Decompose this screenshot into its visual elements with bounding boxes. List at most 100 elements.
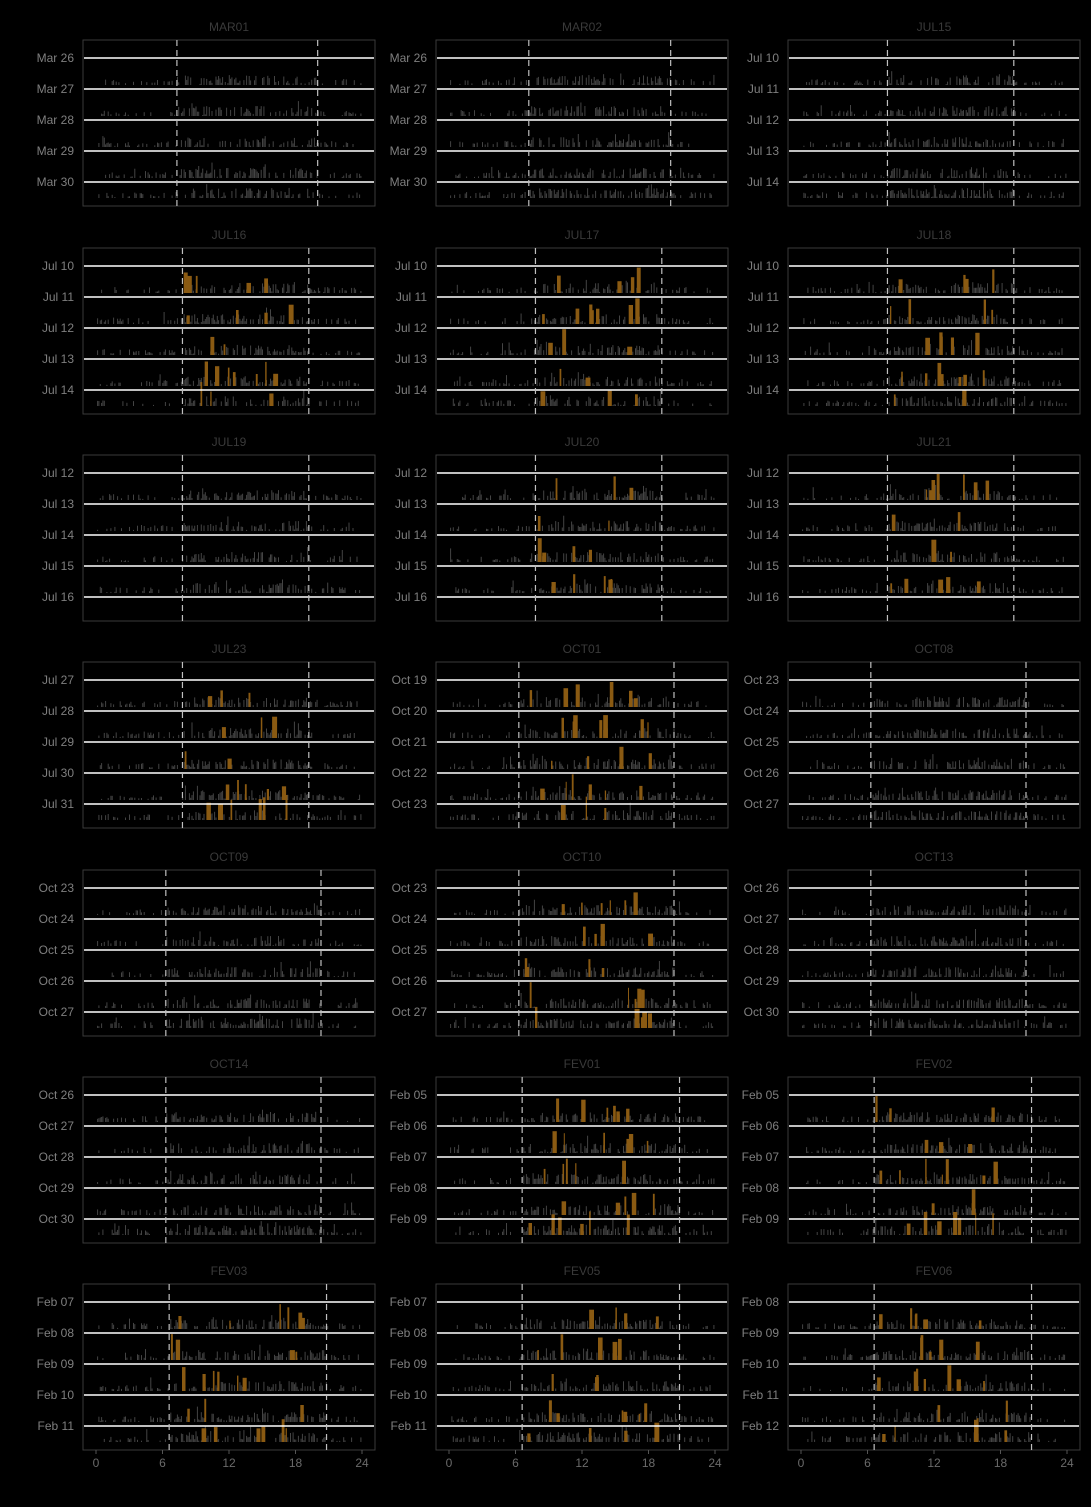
activity-bar xyxy=(661,818,663,820)
activity-bar xyxy=(835,321,837,324)
activity-bar xyxy=(491,382,493,386)
activity-bar xyxy=(222,196,224,198)
activity-bar xyxy=(263,731,265,738)
activity-bar xyxy=(864,526,866,531)
activity-bar xyxy=(662,189,664,198)
activity-bar xyxy=(936,588,938,593)
activity-bar xyxy=(973,384,975,386)
activity-bar xyxy=(218,556,220,562)
activity-bar xyxy=(511,192,513,198)
activity-bar xyxy=(599,553,601,562)
activity-bar xyxy=(483,196,485,198)
activity-bar xyxy=(936,528,938,531)
activity-bar xyxy=(956,377,958,386)
activity-bar xyxy=(168,81,170,85)
activity-bar xyxy=(97,705,99,707)
activity-bar xyxy=(215,76,217,85)
activity-bar xyxy=(276,175,278,178)
day-label: Mar 28 xyxy=(37,113,75,127)
activity-bar xyxy=(652,795,654,800)
activity-bar xyxy=(583,735,585,738)
activity-bar xyxy=(192,763,194,769)
activity-bar xyxy=(335,195,337,198)
activity-bar xyxy=(948,498,950,500)
activity-bar xyxy=(482,142,483,147)
activity-bar xyxy=(474,529,475,531)
activity-bar xyxy=(540,169,542,178)
activity-bar xyxy=(620,140,622,147)
activity-bar xyxy=(117,318,119,324)
activity-bar xyxy=(499,383,501,386)
activity-bar xyxy=(850,497,851,500)
activity-bar xyxy=(508,342,510,355)
activity-bar xyxy=(214,319,216,324)
activity-bar xyxy=(660,522,662,531)
activity-bar xyxy=(292,143,294,147)
activity-bar xyxy=(811,195,813,198)
activity-bar xyxy=(677,144,679,147)
activity-bars-oct-19 xyxy=(452,682,707,707)
activity-bar xyxy=(307,321,309,324)
activity-bar xyxy=(267,493,269,500)
activity-bar xyxy=(947,196,949,198)
activity-bar xyxy=(952,138,954,147)
activity-bar xyxy=(502,767,503,769)
activity-bar xyxy=(1001,496,1003,500)
activity-bar xyxy=(928,554,930,562)
activity-bar xyxy=(584,350,586,355)
activity-bar xyxy=(608,176,610,178)
activity-bar xyxy=(947,114,949,116)
activity-bar xyxy=(607,145,608,147)
activity-bar xyxy=(360,291,362,293)
activity-bar xyxy=(275,761,277,769)
highlight-event xyxy=(184,751,187,769)
activity-bar xyxy=(559,590,561,593)
activity-bar xyxy=(557,189,559,198)
activity-bar xyxy=(899,110,901,116)
activity-bar xyxy=(105,320,107,324)
activity-bar xyxy=(262,585,263,593)
activity-bar xyxy=(305,498,307,500)
activity-bar xyxy=(202,558,204,562)
activity-bar xyxy=(848,589,850,593)
activity-bar xyxy=(623,810,624,820)
activity-bar xyxy=(126,588,128,593)
activity-bar xyxy=(293,320,295,324)
activity-bar xyxy=(206,317,208,324)
activity-bar xyxy=(548,110,550,116)
activity-bar xyxy=(580,798,582,800)
activity-bar xyxy=(989,188,991,198)
activity-bar xyxy=(500,83,502,85)
activity-bar xyxy=(462,111,464,116)
activity-bar xyxy=(227,168,229,178)
activity-bar xyxy=(816,349,818,355)
activity-bar xyxy=(627,493,628,500)
activity-bar xyxy=(917,730,919,738)
activity-bars-jul-12 xyxy=(450,329,714,355)
activity-bar xyxy=(202,732,204,738)
activity-bar xyxy=(575,556,577,562)
activity-bar xyxy=(174,498,176,500)
activity-bar xyxy=(629,290,631,293)
activity-bar xyxy=(208,107,210,116)
activity-bar xyxy=(282,579,283,593)
activity-bar xyxy=(190,349,192,355)
activity-bar xyxy=(641,379,643,386)
activity-bar xyxy=(871,701,873,707)
activity-bar xyxy=(660,704,662,707)
activity-bar xyxy=(279,529,281,531)
activity-bar xyxy=(203,791,205,800)
activity-bar xyxy=(917,523,919,531)
activity-bar xyxy=(581,112,583,116)
activity-bar xyxy=(572,138,574,147)
activity-bar xyxy=(299,496,301,500)
activity-bar xyxy=(911,396,913,406)
activity-bar xyxy=(287,348,289,355)
activity-bar xyxy=(1052,353,1054,355)
panel-title: JUL19 xyxy=(212,435,247,449)
activity-bar xyxy=(199,559,201,562)
activity-bar xyxy=(272,759,274,769)
activity-bar xyxy=(292,763,294,769)
activity-bar xyxy=(601,399,603,406)
activity-bar xyxy=(492,82,494,85)
